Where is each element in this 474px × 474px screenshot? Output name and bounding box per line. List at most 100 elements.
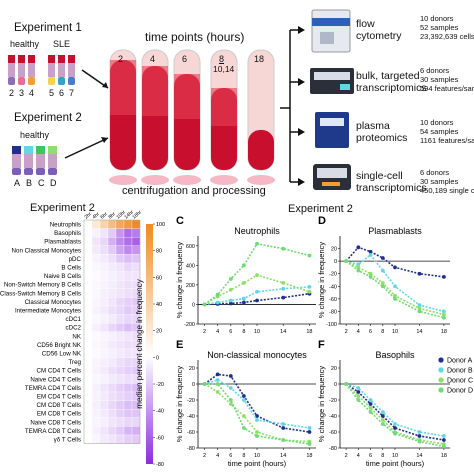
x-tick-label: 14 bbox=[280, 329, 286, 335]
x-tick-label: 2 bbox=[345, 453, 348, 459]
heatmap-cell bbox=[107, 245, 117, 255]
heatmap-cell bbox=[83, 391, 93, 401]
panel-letter: F bbox=[318, 339, 325, 351]
heatmap-cell bbox=[123, 374, 133, 384]
heatmap-cell bbox=[91, 426, 101, 436]
heatmap-col-label: 4hr bbox=[91, 211, 101, 220]
colorbar-tick-label: -60 bbox=[156, 435, 164, 441]
heatmap-cell bbox=[91, 374, 101, 384]
heatmap-cell bbox=[83, 340, 93, 350]
heatmap-cell bbox=[107, 254, 117, 264]
x-tick-label: 14 bbox=[416, 329, 422, 335]
tube-shadows bbox=[109, 175, 275, 185]
exp2-id: A bbox=[14, 178, 21, 188]
data-point bbox=[241, 296, 246, 301]
x-tick-label: 8 bbox=[381, 453, 384, 459]
heatmap-cell bbox=[99, 331, 109, 341]
data-point bbox=[356, 262, 361, 267]
heatmap-cell bbox=[99, 426, 109, 436]
arrow-exp2 bbox=[64, 137, 109, 159]
data-point bbox=[368, 398, 373, 402]
heatmap-cell bbox=[83, 409, 93, 418]
x-tick-label: 18 bbox=[441, 453, 447, 459]
heatmap-cell bbox=[123, 297, 133, 307]
exp2-tube-c bbox=[36, 146, 45, 175]
heatmap-cell bbox=[83, 400, 93, 410]
x-tick-label: 8 bbox=[242, 329, 245, 335]
colorbar-label: median percent change in frequency bbox=[135, 279, 144, 408]
data-point bbox=[368, 249, 373, 254]
legend-marker bbox=[438, 377, 444, 383]
heatmap-cell bbox=[99, 417, 109, 427]
legend-marker bbox=[438, 357, 444, 363]
heatmap-cell bbox=[115, 280, 125, 289]
data-point bbox=[228, 301, 233, 306]
exp1-id: 3 bbox=[19, 88, 25, 98]
heatmap-cell bbox=[131, 434, 141, 444]
y-tick-label: 0 bbox=[192, 382, 195, 388]
heatmap-cell bbox=[83, 271, 93, 281]
exp1-tube-7 bbox=[68, 55, 75, 85]
exp2-tube-d bbox=[48, 146, 57, 175]
heatmap-cell bbox=[123, 331, 133, 341]
exp1-group-healthy: healthy bbox=[10, 39, 40, 49]
heatmap-row-label: EM CD8 T Cells bbox=[37, 411, 81, 418]
heatmap-cell bbox=[99, 323, 109, 332]
data-point bbox=[368, 402, 373, 406]
heatmap-cell bbox=[131, 237, 141, 246]
data-point bbox=[441, 434, 446, 438]
y-tick-label: -80 bbox=[329, 309, 337, 315]
heatmap-row-label: TEMRA CD8 T Cells bbox=[25, 428, 81, 435]
heatmap-cell bbox=[123, 237, 133, 246]
data-point bbox=[393, 284, 397, 289]
heatmap-row-label: Naive CD8 T Cells bbox=[30, 419, 81, 426]
heatmap-cell bbox=[91, 245, 101, 255]
heatmap-cell bbox=[123, 262, 133, 272]
data-point bbox=[393, 426, 397, 430]
heatmap-cell bbox=[91, 331, 101, 341]
x-axis-label: time point (hours) bbox=[366, 459, 425, 468]
heatmap-cell bbox=[83, 219, 93, 229]
heatmap-row-label: CM CD8 T Cells bbox=[37, 402, 81, 409]
single-cell-instrument-icon bbox=[313, 164, 351, 190]
heatmap-cell bbox=[83, 366, 93, 375]
heatmap-cell bbox=[115, 417, 125, 427]
heatmap-cell bbox=[83, 357, 93, 367]
colorbar-tick-label: 20 bbox=[156, 329, 162, 335]
data-point bbox=[241, 263, 246, 268]
data-point bbox=[380, 268, 385, 273]
data-point bbox=[441, 315, 446, 320]
heatmap-cell bbox=[91, 262, 101, 272]
colorbar-tick-label: 0 bbox=[156, 355, 159, 361]
heatmap-cell bbox=[107, 409, 117, 418]
heatmap-cell bbox=[99, 254, 109, 264]
colorbar-tick-label: -80 bbox=[156, 462, 164, 468]
exp1-title: Experiment 1 bbox=[14, 22, 82, 34]
data-point bbox=[380, 414, 385, 418]
data-point bbox=[255, 298, 259, 303]
heatmap-cell bbox=[83, 254, 93, 264]
data-point bbox=[393, 265, 397, 270]
heatmap-cell bbox=[99, 383, 109, 393]
heatmap-cell bbox=[123, 323, 133, 332]
heatmap-cell bbox=[131, 262, 141, 272]
data-point bbox=[281, 281, 286, 285]
series-line bbox=[345, 253, 445, 313]
heatmap-cell bbox=[115, 228, 125, 238]
heatmap-cell bbox=[107, 297, 117, 307]
x-axis-label: time point (hours) bbox=[228, 459, 287, 468]
y-axis-label: % change in frequency bbox=[175, 366, 184, 443]
heatmap-row-label: EM CD4 T Cells bbox=[37, 393, 81, 400]
x-tick-label: 4 bbox=[357, 329, 360, 335]
process-label: centrifugation and processing bbox=[122, 185, 266, 197]
panel-e: E Non-classical monocytes -80 -60 -40 -20 0 20 2… bbox=[175, 339, 316, 468]
data-point bbox=[215, 382, 220, 386]
legend: Donor A Donor B Donor C Donor D bbox=[438, 357, 473, 395]
heatmap-cell bbox=[83, 262, 93, 272]
heatmap-cell bbox=[83, 434, 93, 444]
heatmap-cell bbox=[123, 314, 133, 324]
y-tick-label: -200 bbox=[184, 322, 195, 328]
data-point bbox=[356, 265, 361, 270]
colorbar-tick-label: 60 bbox=[156, 275, 162, 281]
data-point bbox=[215, 292, 220, 297]
